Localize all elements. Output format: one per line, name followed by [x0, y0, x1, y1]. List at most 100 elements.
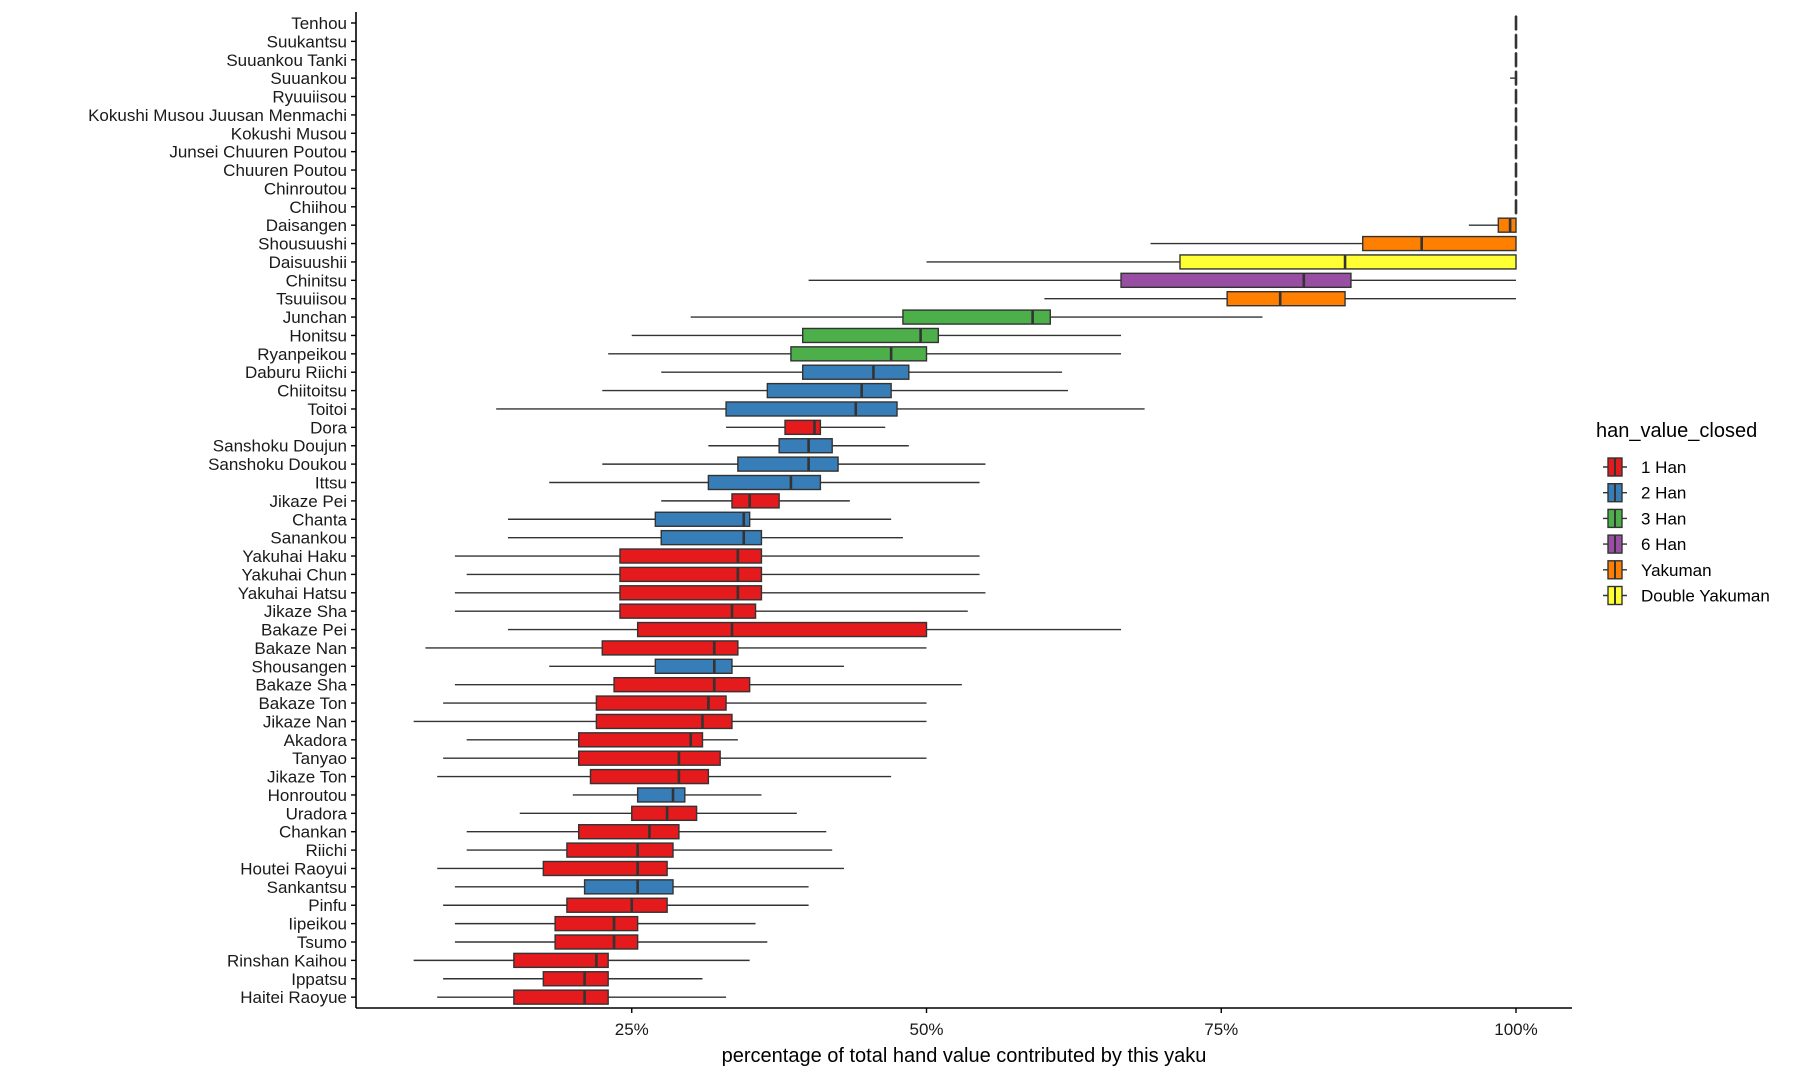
y-tick-label: Chiitoitsu — [277, 382, 347, 401]
box-chinitsu — [808, 272, 1516, 289]
y-tick-label: Sankantsu — [267, 878, 347, 897]
iqr-box — [595, 713, 733, 730]
y-tick-label: Ippatsu — [291, 970, 347, 989]
box-ittsu — [549, 474, 980, 491]
y-tick-label: Sanankou — [270, 529, 347, 548]
y-tick-label: Yakuhai Chun — [241, 565, 347, 584]
iqr-box — [589, 768, 710, 785]
box-chankan — [466, 824, 827, 840]
y-tick-label: Kokushi Musou — [231, 124, 347, 143]
iqr-box — [542, 860, 668, 877]
iqr-box — [1226, 291, 1346, 307]
box-riichi — [466, 842, 833, 858]
legend-title: han_value_closed — [1596, 420, 1757, 442]
iqr-box — [654, 658, 733, 674]
iqr-box — [766, 382, 892, 399]
y-tick-label: Dora — [310, 418, 347, 437]
y-tick-label: Haitei Raoyue — [240, 988, 347, 1007]
box-sankantsu — [454, 879, 809, 895]
iqr-box — [513, 989, 609, 1005]
iqr-box — [636, 621, 928, 638]
box-rinshan-kaihou — [413, 952, 750, 969]
y-tick-label: Chanta — [292, 510, 347, 529]
legend-item-3-han: 3 Han — [1603, 508, 1686, 528]
iqr-box — [554, 934, 639, 950]
box-sanshoku-doukou — [602, 456, 986, 472]
y-tick-label: Chiihou — [289, 198, 347, 217]
y-tick-label: Tanyao — [292, 749, 347, 768]
box-jikaze-pei — [661, 493, 850, 509]
y-tick-label: Suuankou Tanki — [226, 51, 347, 70]
x-tick-label: 25% — [615, 1020, 649, 1039]
iqr-box — [902, 309, 1051, 325]
box-yakuhai-chun — [466, 566, 980, 583]
box-tsuuiisou — [1044, 291, 1516, 307]
iqr-box — [1120, 272, 1352, 289]
y-tick-label: Yakuhai Haku — [242, 547, 347, 566]
y-tick-label: Bakaze Pei — [261, 621, 347, 640]
y-tick-label: Sanshoku Doukou — [208, 455, 347, 474]
box-jikaze-nan — [413, 713, 927, 730]
iqr-box — [595, 695, 727, 711]
y-tick-label: Iipeikou — [288, 915, 347, 934]
box-junchan — [690, 309, 1263, 325]
iqr-box — [566, 842, 674, 858]
box-jikaze-sha — [454, 603, 968, 619]
y-tick-label: Honroutou — [268, 786, 347, 805]
legend-item-double-yakuman: Double Yakuman — [1603, 585, 1770, 606]
y-tick-label: Suukantsu — [267, 32, 347, 51]
box-dora — [726, 419, 886, 436]
y-tick-label: Pinfu — [308, 896, 347, 915]
iqr-box — [790, 346, 928, 362]
box-chiitoitsu — [602, 382, 1068, 399]
y-tick-label: Uradora — [286, 804, 348, 823]
iqr-box — [513, 952, 609, 969]
legend-item-6-han: 6 Han — [1603, 534, 1686, 554]
y-tick-label: Daisangen — [266, 216, 347, 235]
box-toitoi — [496, 401, 1145, 417]
iqr-box — [619, 585, 763, 601]
box-suuankou — [1510, 70, 1518, 86]
iqr-box — [802, 327, 939, 344]
y-tick-label: Suuankou — [270, 69, 347, 88]
box-haitei-raoyue — [437, 989, 727, 1005]
y-tick-label: Junsei Chuuren Poutou — [169, 143, 347, 162]
y-tick-label: Akadora — [284, 731, 348, 750]
legend-label: 1 Han — [1641, 458, 1686, 477]
box-bakaze-ton — [443, 695, 927, 711]
iqr-box — [707, 474, 822, 491]
iqr-box — [631, 805, 698, 822]
box-ryanpeikou — [608, 346, 1122, 362]
box-honitsu — [631, 327, 1122, 344]
y-tick-label: Yakuhai Hatsu — [238, 584, 347, 603]
box-akadora — [466, 732, 738, 748]
legend-label: Yakuman — [1641, 561, 1712, 580]
y-tick-label: Shousuushi — [258, 235, 347, 254]
y-tick-label: Tenhou — [291, 14, 347, 33]
iqr-box — [778, 438, 833, 454]
box-honroutou — [572, 787, 762, 803]
x-tick-label: 50% — [909, 1020, 943, 1039]
y-tick-label: Chuuren Poutou — [223, 161, 347, 180]
box-uradora — [519, 805, 797, 822]
y-tick-label: Riichi — [305, 841, 347, 860]
y-tick-label: Chinitsu — [286, 271, 347, 290]
legend-label: 3 Han — [1641, 509, 1686, 528]
y-tick-label: Honitsu — [289, 326, 347, 345]
box-yakuhai-haku — [454, 548, 980, 564]
iqr-box — [619, 603, 757, 619]
box-daisangen — [1468, 217, 1517, 233]
legend-label: 2 Han — [1641, 484, 1686, 503]
legend-item-yakuman: Yakuman — [1603, 560, 1712, 580]
iqr-box — [601, 640, 739, 656]
box-yakuhai-hatsu — [454, 585, 986, 601]
y-tick-label: Daburu Riichi — [245, 363, 347, 382]
y-tick-label: Shousangen — [252, 657, 347, 676]
y-tick-label: Bakaze Sha — [255, 676, 347, 695]
x-tick-label: 100% — [1494, 1020, 1537, 1039]
iqr-box — [1362, 235, 1517, 252]
iqr-box — [660, 529, 763, 546]
box-daisuushii — [926, 254, 1517, 270]
iqr-box — [1179, 254, 1517, 270]
iqr-box — [654, 511, 751, 527]
